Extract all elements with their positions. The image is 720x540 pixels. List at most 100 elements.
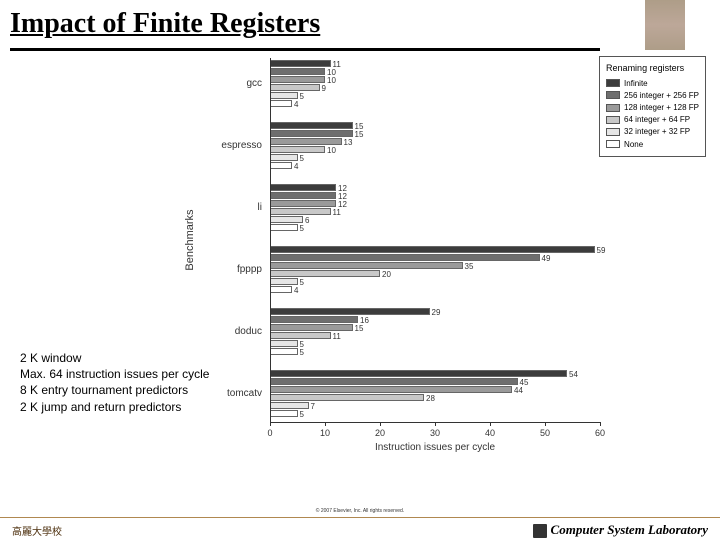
bar-value-label: 9 [319,84,326,93]
legend-items: Infinite256 integer + 256 FP128 integer … [606,78,699,150]
annotation-line: 8 K entry tournament predictors [20,382,209,398]
title-divider [10,48,600,51]
x-tick-label: 10 [320,428,330,438]
legend-swatch [606,104,620,112]
bar: 12 [270,200,336,207]
legend-row: 32 integer + 32 FP [606,126,699,137]
annotation-line: 2 K jump and return predictors [20,399,209,415]
bar: 5 [270,154,298,161]
annotation-line: Max. 64 instruction issues per cycle [20,366,209,382]
legend-label: 32 integer + 32 FP [624,126,690,137]
bar-value-label: 10 [324,146,336,155]
bar-value-label: 11 [330,208,341,217]
bar: 13 [270,138,342,145]
benchmark-label: doduc [235,326,270,337]
x-tick [545,422,546,426]
legend-label: 128 integer + 128 FP [624,102,699,113]
x-tick [600,422,601,426]
bar: 59 [270,246,595,253]
bar: 16 [270,316,358,323]
x-tick-label: 30 [430,428,440,438]
y-axis-line [270,58,271,422]
bar-value-label: 29 [429,308,441,317]
copyright-text: © 2007 Elsevier, Inc. All rights reserve… [316,508,404,514]
bar-value-label: 59 [594,246,606,255]
bar: 6 [270,216,303,223]
bar: 10 [270,76,325,83]
bar: 10 [270,146,325,153]
x-tick [325,422,326,426]
bar-value-label: 5 [297,410,304,419]
bar-value-label: 4 [291,100,298,109]
bar: 4 [270,286,292,293]
bar: 5 [270,224,298,231]
footer-right-text: Computer System Laboratory [533,522,708,538]
bar-value-label: 13 [341,138,353,147]
bar: 49 [270,254,540,261]
bar: 12 [270,184,336,191]
annotation-text: 2 K window Max. 64 instruction issues pe… [20,350,209,415]
bar: 11 [270,332,331,339]
x-tick-label: 40 [485,428,495,438]
legend-swatch [606,116,620,124]
bar-value-label: 5 [297,224,304,233]
x-tick [490,422,491,426]
bar-value-label: 4 [291,286,298,295]
bar: 11 [270,60,331,67]
x-tick-label: 0 [267,428,272,438]
bar: 44 [270,386,512,393]
bar: 10 [270,68,325,75]
bar-value-label: 5 [297,348,304,357]
bar-value-label: 15 [352,324,364,333]
bar-value-label: 15 [352,130,364,139]
bar-value-label: 44 [511,386,523,395]
bar: 5 [270,278,298,285]
bar-value-label: 49 [539,254,551,263]
legend-swatch [606,91,620,99]
x-tick [435,422,436,426]
bar: 4 [270,162,292,169]
bar: 54 [270,370,567,377]
annotation-line: 2 K window [20,350,209,366]
bar: 5 [270,92,298,99]
legend-row: 256 integer + 256 FP [606,90,699,101]
legend-label: None [624,139,643,150]
bar: 15 [270,122,353,129]
x-tick [270,422,271,426]
legend-row: Infinite [606,78,699,89]
bar: 5 [270,340,298,347]
benchmark-label: gcc [246,78,270,89]
legend: Renaming registers Infinite256 integer +… [599,56,706,157]
bar: 20 [270,270,380,277]
footer-left-text: 高麗大學校 [12,523,62,538]
bar: 7 [270,402,309,409]
bar: 15 [270,130,353,137]
benchmark-label: tomcatv [227,388,270,399]
legend-swatch [606,79,620,87]
footer: 高麗大學校 Computer System Laboratory [0,518,720,540]
bar-value-label: 20 [379,270,391,279]
legend-label: 64 integer + 64 FP [624,114,690,125]
bar: 5 [270,348,298,355]
y-axis-label: Benchmarks [184,200,196,280]
legend-row: 64 integer + 64 FP [606,114,699,125]
legend-label: Infinite [624,78,648,89]
bar: 15 [270,324,353,331]
bar: 35 [270,262,463,269]
legend-label: 256 integer + 256 FP [624,90,699,101]
bar-value-label: 4 [291,162,298,171]
bar: 12 [270,192,336,199]
legend-row: 128 integer + 128 FP [606,102,699,113]
x-axis-label: Instruction issues per cycle [270,442,600,453]
x-tick-label: 20 [375,428,385,438]
page-title: Impact of Finite Registers [10,8,320,40]
benchmark-label: li [258,202,270,213]
bar-value-label: 28 [423,394,435,403]
bar-value-label: 54 [566,370,578,379]
legend-row: None [606,139,699,150]
bar: 4 [270,100,292,107]
x-tick-label: 50 [540,428,550,438]
legend-swatch [606,140,620,148]
bar-value-label: 7 [308,402,315,411]
bar: 29 [270,308,430,315]
